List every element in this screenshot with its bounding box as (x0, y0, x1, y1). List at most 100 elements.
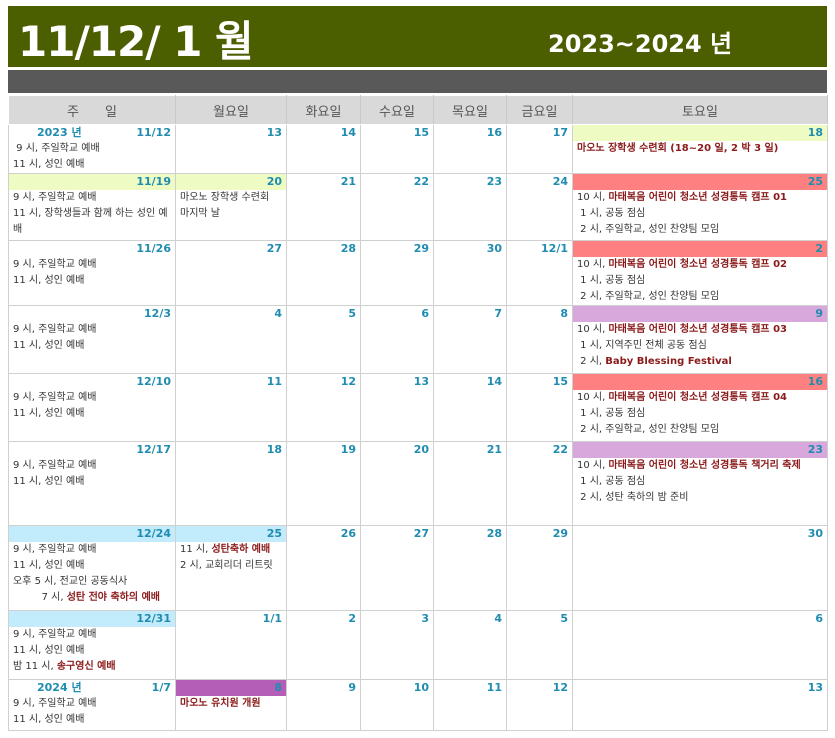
day-cell[interactable]: 12 (286, 373, 361, 442)
day-cell[interactable]: 9 10 시, 마태복음 어린이 청소년 성경통독 캠프 03 1 시, 지역주민… (572, 305, 828, 374)
day-cell[interactable]: 8 마오노 유치원 개원 (175, 679, 287, 731)
day-cell[interactable]: 15 (506, 373, 573, 442)
date-number: 5 (348, 307, 356, 320)
day-cell[interactable]: 21 (286, 173, 361, 241)
day-cell[interactable]: 15 (360, 124, 434, 174)
day-date-header: 13 (361, 374, 433, 390)
day-cell[interactable]: 12/24 9 시, 주일학교 예배 11 시, 성인 예배 오후 5 시, 전교인 … (8, 525, 176, 611)
day-cell[interactable]: 12/1 (506, 240, 573, 306)
day-cell[interactable]: 20 마오노 장학생 수련회 마지막 날 (175, 173, 287, 241)
event-line: 마지막 날 (176, 206, 286, 222)
day-date-header: 21 (434, 442, 506, 458)
day-cell[interactable]: 11/26 9 시, 주일학교 예배 11 시, 성인 예배 (8, 240, 176, 306)
day-cell[interactable]: 5 (506, 610, 573, 680)
day-cell[interactable]: 20 (360, 441, 434, 526)
day-cell[interactable]: 7 (433, 305, 507, 374)
day-cell[interactable]: 21 (433, 441, 507, 526)
day-cell[interactable]: 22 (360, 173, 434, 241)
day-cell[interactable]: 11 (175, 373, 287, 442)
day-cell[interactable]: 12 (506, 679, 573, 731)
day-cell[interactable]: 19 (286, 441, 361, 526)
day-cell[interactable]: 11/19 9 시, 주일학교 예배 11 시, 장학생들과 함께 하는 성인 예배 (8, 173, 176, 241)
date-number: 12/31 (136, 612, 171, 625)
event-time: 11 시, 성인 예배 (13, 645, 85, 656)
day-cell[interactable]: 18 (175, 441, 287, 526)
day-cell[interactable]: 24 (506, 173, 573, 241)
event-highlight: 송구영신 예배 (56, 661, 116, 672)
day-cell[interactable]: 12/31 9 시, 주일학교 예배 11 시, 성인 예배 밤 11 시, 송구영신… (8, 610, 176, 680)
day-cell[interactable]: 22 (506, 441, 573, 526)
day-cell[interactable]: 30 (433, 240, 507, 306)
day-date-header: 25 (176, 526, 286, 542)
day-date-header: 2023 년 11/12 (9, 125, 175, 141)
day-cell[interactable]: 30 (572, 525, 828, 611)
day-cell[interactable]: 12/17 9 시, 주일학교 예배 11 시, 성인 예배 (8, 441, 176, 526)
event-time: 10 시, (577, 192, 609, 203)
day-cell[interactable]: 13 (572, 679, 828, 731)
event-time: 9 시, 주일학교 예배 (13, 324, 97, 335)
event-time: 2 시, 성탄 축하의 밤 준비 (577, 492, 689, 503)
date-number: 15 (413, 126, 429, 139)
event-time: 2 시, (577, 356, 606, 367)
weekday-header: 목요일 (433, 95, 507, 125)
day-cell[interactable]: 3 (360, 610, 434, 680)
day-cell[interactable]: 12/10 9 시, 주일학교 예배 11 시, 성인 예배 (8, 373, 176, 442)
event-time: 2 시, 주일학교, 성인 찬양팀 모임 (577, 291, 720, 302)
day-cell[interactable]: 8 (506, 305, 573, 374)
day-date-header: 25 (573, 174, 827, 190)
date-number: 14 (486, 375, 502, 388)
date-number: 11/19 (136, 175, 171, 188)
day-cell[interactable]: 9 (286, 679, 361, 731)
day-cell[interactable]: 2 10 시, 마태복음 어린이 청소년 성경통독 캠프 02 1 시, 공동 점… (572, 240, 828, 306)
day-cell[interactable]: 2024 년 1/7 9 시, 주일학교 예배 11 시, 성인 예배 (8, 679, 176, 731)
date-number: 27 (266, 242, 282, 255)
day-cell[interactable]: 29 (360, 240, 434, 306)
day-cell[interactable]: 16 (433, 124, 507, 174)
day-cell[interactable]: 4 (433, 610, 507, 680)
day-date-header: 23 (434, 174, 506, 190)
day-cell[interactable]: 4 (175, 305, 287, 374)
event-time: 7 시, (13, 592, 67, 603)
weekday-header: 수요일 (360, 95, 434, 125)
day-cell[interactable]: 13 (360, 373, 434, 442)
day-cell[interactable]: 23 10 시, 마태복음 어린이 청소년 성경통독 책거리 축제 1 시, 공동… (572, 441, 828, 526)
day-cell[interactable]: 29 (506, 525, 573, 611)
day-cell[interactable]: 6 (360, 305, 434, 374)
day-cell[interactable]: 13 (175, 124, 287, 174)
event-line: 밤 11 시, 송구영신 예배 (9, 659, 175, 675)
day-date-header: 12/3 (9, 306, 175, 322)
day-date-header: 18 (176, 442, 286, 458)
day-cell[interactable]: 25 11 시, 성탄축하 예배 2 시, 교회리더 리트릿 (175, 525, 287, 611)
day-cell[interactable]: 10 (360, 679, 434, 731)
event-time: 마오노 장학생 수련회 (180, 192, 270, 203)
day-cell[interactable]: 28 (286, 240, 361, 306)
day-cell[interactable]: 2 (286, 610, 361, 680)
day-cell[interactable]: 5 (286, 305, 361, 374)
day-cell[interactable]: 25 10 시, 마태복음 어린이 청소년 성경통독 캠프 01 1 시, 공동 … (572, 173, 828, 241)
day-cell[interactable]: 12/3 9 시, 주일학교 예배 11 시, 성인 예배 (8, 305, 176, 374)
day-cell[interactable]: 14 (286, 124, 361, 174)
date-number: 18 (266, 443, 282, 456)
day-date-header: 1/1 (176, 611, 286, 627)
day-cell[interactable]: 23 (433, 173, 507, 241)
day-cell[interactable]: 27 (175, 240, 287, 306)
day-cell[interactable]: 27 (360, 525, 434, 611)
day-cell[interactable]: 2023 년 11/12 9 시, 주일학교 예배 11 시, 성인 예배 (8, 124, 176, 174)
day-cell[interactable]: 28 (433, 525, 507, 611)
day-cell[interactable]: 14 (433, 373, 507, 442)
date-number: 19 (340, 443, 356, 456)
day-cell[interactable]: 16 10 시, 마태복음 어린이 청소년 성경통독 캠프 04 1 시, 공동 … (572, 373, 828, 442)
event-time: 마지막 날 (180, 208, 220, 219)
day-date-header: 28 (434, 526, 506, 542)
event-time: 9 시, 주일학교 예배 (13, 392, 97, 403)
day-cell[interactable]: 18 마오노 장학생 수련회 (18~20 일, 2 박 3 일) (572, 124, 828, 174)
event-line: 9 시, 주일학교 예배 (9, 322, 175, 338)
event-highlight: 마태복음 어린이 청소년 성경통독 캠프 04 (608, 392, 787, 403)
day-cell[interactable]: 26 (286, 525, 361, 611)
day-date-header: 10 (361, 680, 433, 696)
day-cell[interactable]: 11 (433, 679, 507, 731)
day-cell[interactable]: 17 (506, 124, 573, 174)
day-cell[interactable]: 6 (572, 610, 828, 680)
day-date-header: 30 (573, 526, 827, 542)
day-cell[interactable]: 1/1 (175, 610, 287, 680)
